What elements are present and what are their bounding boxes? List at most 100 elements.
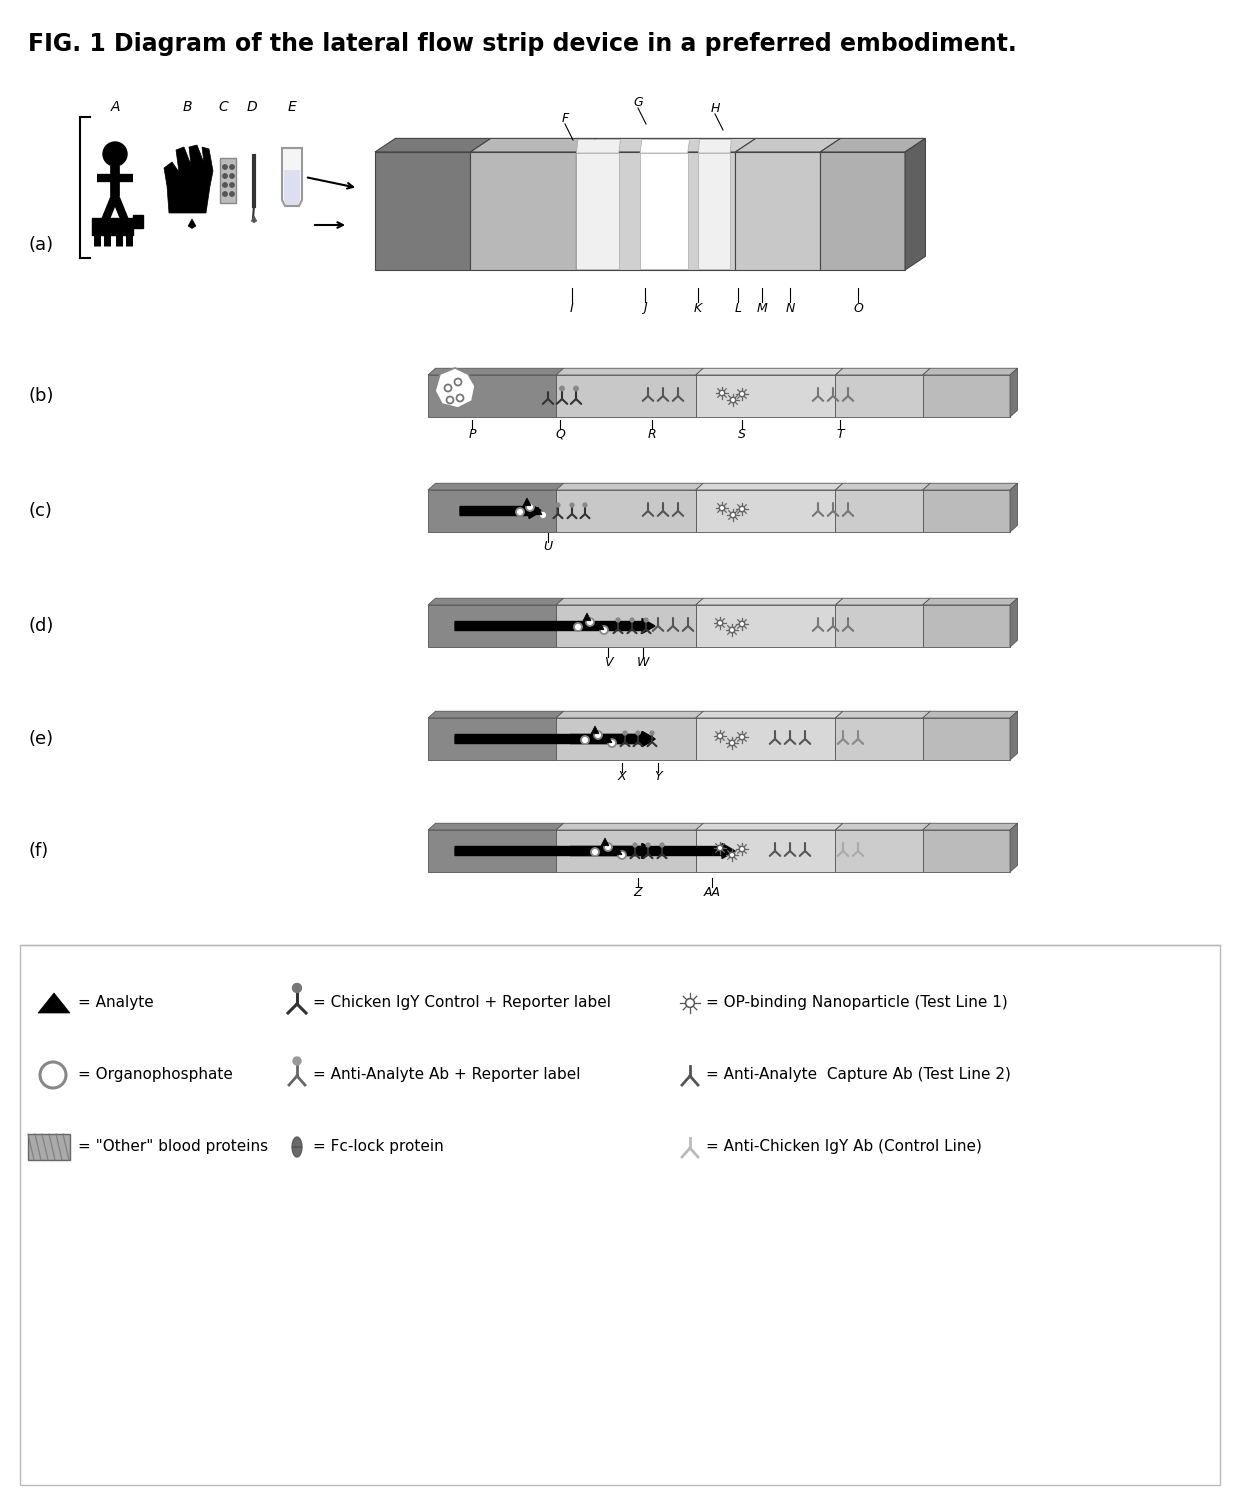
Text: (f): (f) [29, 841, 48, 859]
Polygon shape [293, 1147, 303, 1156]
Circle shape [600, 627, 608, 634]
Polygon shape [836, 374, 923, 416]
Polygon shape [836, 598, 930, 604]
Polygon shape [923, 830, 1011, 871]
Polygon shape [556, 374, 696, 416]
Bar [29, 1134, 69, 1159]
Circle shape [739, 734, 745, 740]
Text: (c): (c) [29, 501, 52, 521]
Polygon shape [923, 489, 1011, 533]
Polygon shape [284, 170, 300, 204]
Polygon shape [836, 369, 930, 374]
Polygon shape [923, 718, 1011, 759]
Text: S: S [738, 428, 746, 440]
Text: V: V [604, 655, 613, 668]
Polygon shape [281, 148, 303, 206]
Polygon shape [577, 139, 756, 152]
Text: Z: Z [634, 885, 642, 898]
FancyArrow shape [570, 843, 655, 858]
Circle shape [229, 173, 234, 178]
Circle shape [594, 731, 601, 739]
Polygon shape [836, 712, 930, 718]
Polygon shape [556, 483, 703, 489]
Polygon shape [470, 152, 577, 270]
Polygon shape [836, 830, 923, 871]
Text: = Chicken IgY Control + Reporter label: = Chicken IgY Control + Reporter label [312, 995, 611, 1010]
Text: G: G [634, 95, 642, 109]
Polygon shape [905, 139, 925, 270]
Text: = Anti-Chicken IgY Ab (Control Line): = Anti-Chicken IgY Ab (Control Line) [706, 1140, 982, 1155]
Text: N: N [785, 301, 795, 315]
Polygon shape [696, 489, 836, 533]
Polygon shape [1011, 712, 1018, 759]
Polygon shape [374, 152, 470, 270]
Circle shape [293, 983, 301, 992]
Polygon shape [735, 139, 841, 152]
Polygon shape [923, 712, 1018, 718]
Circle shape [591, 847, 599, 856]
Circle shape [730, 397, 735, 403]
Circle shape [446, 397, 454, 403]
Circle shape [717, 846, 723, 850]
Polygon shape [428, 712, 563, 718]
Circle shape [556, 503, 560, 507]
Polygon shape [923, 374, 1011, 416]
Circle shape [717, 621, 723, 625]
Polygon shape [252, 216, 257, 222]
Text: = Organophosphate: = Organophosphate [78, 1067, 233, 1083]
Circle shape [223, 184, 227, 186]
Circle shape [630, 618, 634, 622]
Polygon shape [188, 219, 196, 228]
Polygon shape [836, 824, 930, 830]
Text: FIG. 1 Diagram of the lateral flow strip device in a preferred embodiment.: FIG. 1 Diagram of the lateral flow strip… [29, 31, 1017, 57]
Text: X: X [618, 770, 626, 783]
Text: M: M [756, 301, 768, 315]
Polygon shape [820, 152, 905, 270]
Polygon shape [556, 604, 696, 648]
Polygon shape [523, 498, 531, 506]
Circle shape [739, 621, 745, 627]
Circle shape [686, 998, 694, 1007]
Polygon shape [556, 369, 703, 374]
Polygon shape [428, 598, 563, 604]
Polygon shape [556, 830, 696, 871]
Polygon shape [698, 154, 730, 269]
Polygon shape [435, 369, 475, 407]
Polygon shape [601, 839, 609, 846]
Text: L: L [734, 301, 742, 315]
Circle shape [636, 731, 640, 736]
Polygon shape [428, 718, 556, 759]
Circle shape [729, 740, 735, 746]
Polygon shape [38, 994, 69, 1013]
Polygon shape [428, 483, 563, 489]
Polygon shape [556, 824, 703, 830]
Circle shape [604, 843, 613, 850]
Circle shape [644, 618, 649, 622]
Circle shape [229, 184, 234, 186]
Polygon shape [696, 604, 836, 648]
Circle shape [455, 379, 461, 385]
Circle shape [646, 843, 650, 847]
Circle shape [634, 843, 637, 847]
Circle shape [574, 386, 578, 391]
Circle shape [739, 391, 745, 397]
Text: = Fc-lock protein: = Fc-lock protein [312, 1140, 444, 1155]
Polygon shape [20, 944, 1220, 1485]
Circle shape [526, 503, 534, 510]
Text: I: I [570, 301, 574, 315]
Polygon shape [820, 139, 925, 152]
Polygon shape [1011, 369, 1018, 416]
Circle shape [229, 164, 234, 169]
Polygon shape [428, 369, 563, 374]
Polygon shape [696, 374, 836, 416]
Circle shape [293, 1056, 301, 1065]
Text: = "Other" blood proteins: = "Other" blood proteins [78, 1140, 268, 1155]
Polygon shape [556, 712, 703, 718]
Polygon shape [923, 604, 1011, 648]
Circle shape [539, 510, 547, 519]
FancyArrow shape [570, 731, 655, 746]
Text: T: T [836, 428, 843, 440]
FancyArrow shape [455, 619, 655, 634]
Polygon shape [534, 507, 542, 515]
Circle shape [582, 736, 589, 745]
